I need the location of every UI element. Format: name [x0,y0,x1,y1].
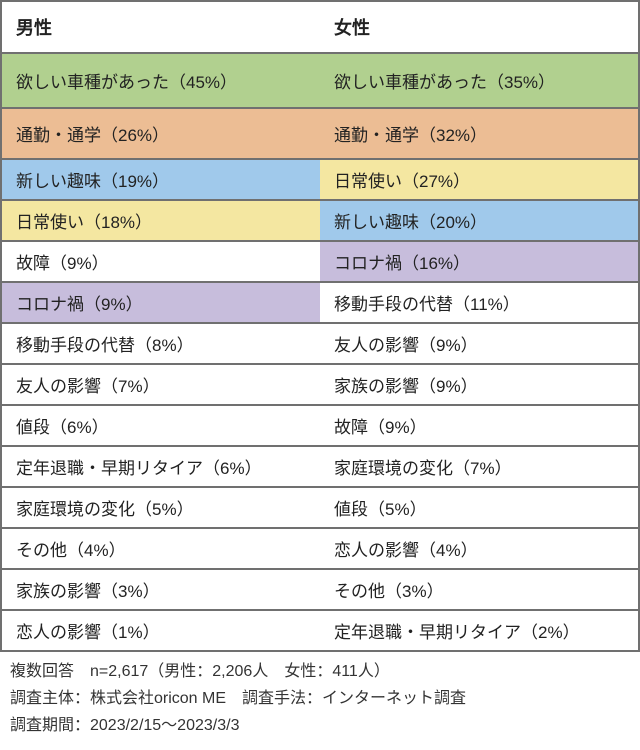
cell-male: 家庭環境の変化（5%） [2,488,320,527]
cell-male: 故障（9%） [2,242,320,281]
table-row: 欲しい車種があった（45%）欲しい車種があった（35%） [2,54,638,109]
table-row: 友人の影響（7%）家族の影響（9%） [2,365,638,406]
table-body: 欲しい車種があった（45%）欲しい車種があった（35%）通勤・通学（26%）通勤… [2,54,638,652]
cell-male: 日常使い（18%） [2,201,320,240]
cell-female: 新しい趣味（20%） [320,201,638,240]
table-row: 移動手段の代替（8%）友人の影響（9%） [2,324,638,365]
cell-female: 家族の影響（9%） [320,365,638,404]
survey-table: 男性 女性 欲しい車種があった（45%）欲しい車種があった（35%）通勤・通学（… [0,0,640,652]
table-row: 家族の影響（3%）その他（3%） [2,570,638,611]
footer-line-1: 複数回答 n=2,617（男性：2,206人 女性：411人） [10,658,630,685]
cell-female: 友人の影響（9%） [320,324,638,363]
header-male: 男性 [2,2,320,52]
cell-female: 通勤・通学（32%） [320,109,638,158]
table-row: 値段（6%）故障（9%） [2,406,638,447]
cell-male: 定年退職・早期リタイア（6%） [2,447,320,486]
footer-line-2: 調査主体：株式会社oricon ME 調査手法：インターネット調査 [10,685,630,712]
cell-male: 値段（6%） [2,406,320,445]
header-female: 女性 [320,2,638,52]
survey-footer: 複数回答 n=2,617（男性：2,206人 女性：411人） 調査主体：株式会… [0,652,640,750]
cell-female: 日常使い（27%） [320,160,638,199]
cell-male: 友人の影響（7%） [2,365,320,404]
cell-male: 通勤・通学（26%） [2,109,320,158]
cell-male: その他（4%） [2,529,320,568]
table-row: 通勤・通学（26%）通勤・通学（32%） [2,109,638,160]
cell-female: 値段（5%） [320,488,638,527]
cell-female: 定年退職・早期リタイア（2%） [320,611,638,650]
cell-male: 移動手段の代替（8%） [2,324,320,363]
cell-female: コロナ禍（16%） [320,242,638,281]
cell-male: 家族の影響（3%） [2,570,320,609]
cell-female: 家庭環境の変化（7%） [320,447,638,486]
table-row: 新しい趣味（19%）日常使い（27%） [2,160,638,201]
footer-line-3: 調査期間：2023/2/15～2023/3/3 [10,712,630,739]
table-row: 家庭環境の変化（5%）値段（5%） [2,488,638,529]
cell-female: 故障（9%） [320,406,638,445]
table-row: 恋人の影響（1%）定年退職・早期リタイア（2%） [2,611,638,652]
header-row: 男性 女性 [2,2,638,54]
cell-male: 欲しい車種があった（45%） [2,54,320,107]
table-row: コロナ禍（9%）移動手段の代替（11%） [2,283,638,324]
table-row: その他（4%）恋人の影響（4%） [2,529,638,570]
cell-female: 欲しい車種があった（35%） [320,54,638,107]
table-row: 日常使い（18%）新しい趣味（20%） [2,201,638,242]
table-row: 故障（9%）コロナ禍（16%） [2,242,638,283]
cell-female: 移動手段の代替（11%） [320,283,638,322]
table-row: 定年退職・早期リタイア（6%）家庭環境の変化（7%） [2,447,638,488]
cell-male: コロナ禍（9%） [2,283,320,322]
cell-female: その他（3%） [320,570,638,609]
cell-male: 恋人の影響（1%） [2,611,320,650]
cell-male: 新しい趣味（19%） [2,160,320,199]
cell-female: 恋人の影響（4%） [320,529,638,568]
